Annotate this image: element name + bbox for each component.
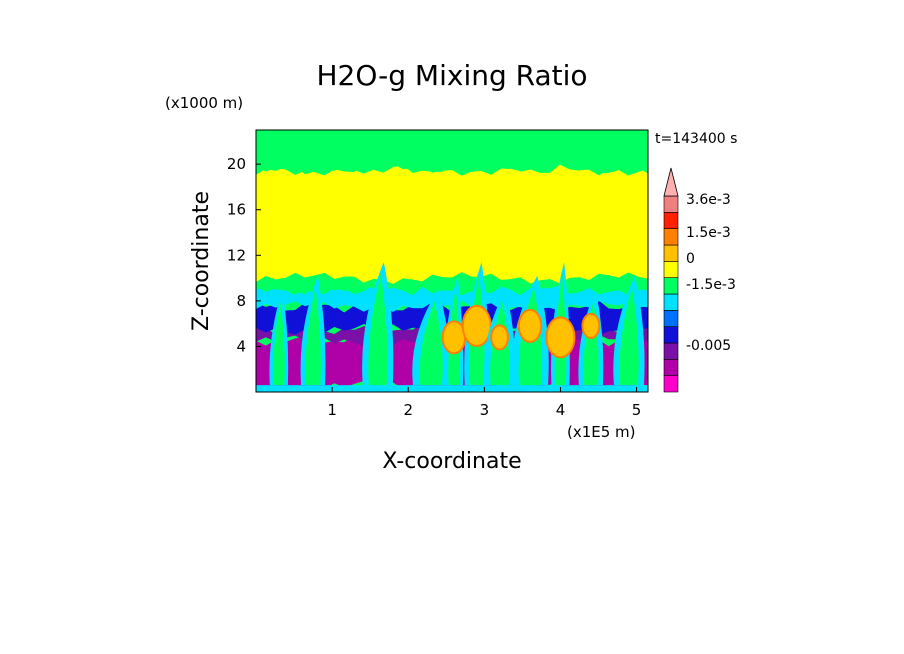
colorbar-label: 1.5e-3	[686, 225, 731, 241]
plume-core	[490, 324, 509, 351]
colorbar-swatch	[663, 277, 679, 295]
contour-layer	[256, 164, 648, 284]
y-tick-label: 4	[236, 337, 246, 355]
plume-core	[461, 304, 492, 347]
colorbar-swatch	[663, 375, 679, 393]
y-axis-ticks: 4 8 12 16 20	[227, 155, 261, 355]
colorbar	[663, 167, 679, 393]
colorbar-swatch	[663, 261, 679, 278]
x-tick-label: 4	[556, 401, 566, 419]
x-axis-ticks: 1 2 3 4 5	[327, 387, 641, 419]
x-unit-label: (x1E5 m)	[567, 423, 636, 441]
plume-core	[545, 316, 576, 359]
y-unit-label: (x1000 m)	[165, 94, 243, 112]
x-tick-label: 3	[480, 401, 490, 419]
plume-core	[517, 308, 543, 343]
time-label: t=143400 s	[655, 131, 737, 147]
surface-layer	[256, 385, 648, 392]
y-tick-label: 16	[227, 201, 246, 219]
plot-area	[256, 130, 648, 392]
colorbar-label: -1.5e-3	[686, 277, 736, 293]
colorbar-swatch	[663, 342, 679, 360]
plume-mid	[419, 301, 443, 386]
colorbar-label: 3.6e-3	[686, 192, 731, 208]
plume-mid	[273, 301, 285, 386]
x-tick-label: 1	[327, 401, 337, 419]
colorbar-swatch	[663, 212, 679, 229]
colorbar-labels: 3.6e-3 1.5e-3 0 -1.5e-3 -0.005	[686, 192, 736, 354]
colorbar-swatch	[663, 310, 679, 327]
x-tick-label: 2	[403, 401, 413, 419]
plume-core	[581, 312, 601, 339]
x-tick-label: 5	[632, 401, 642, 419]
y-tick-label: 8	[236, 292, 246, 310]
x-axis-label: X-coordinate	[382, 449, 521, 474]
plume-mid	[619, 287, 639, 386]
colorbar-swatch	[663, 326, 679, 344]
colorbar-label: -0.005	[686, 338, 731, 354]
colorbar-swatch	[663, 359, 679, 376]
colorbar-swatch	[663, 228, 679, 246]
plume-mid	[368, 274, 388, 386]
y-tick-label: 12	[227, 246, 246, 264]
colorbar-swatch	[663, 195, 679, 213]
colorbar-swatch	[663, 293, 679, 311]
plot-frame	[255, 129, 649, 393]
colorbar-swatch	[663, 244, 679, 262]
chart-title: H2O-g Mixing Ratio	[316, 59, 587, 92]
colorbar-extend-arrow	[663, 167, 679, 197]
colorbar-label: 0	[686, 251, 695, 267]
contour-layer	[256, 130, 648, 176]
y-tick-label: 20	[227, 155, 246, 173]
contour-layer	[256, 283, 648, 313]
plume-mid	[305, 287, 321, 386]
y-axis-label: Z-coordinate	[189, 191, 214, 331]
